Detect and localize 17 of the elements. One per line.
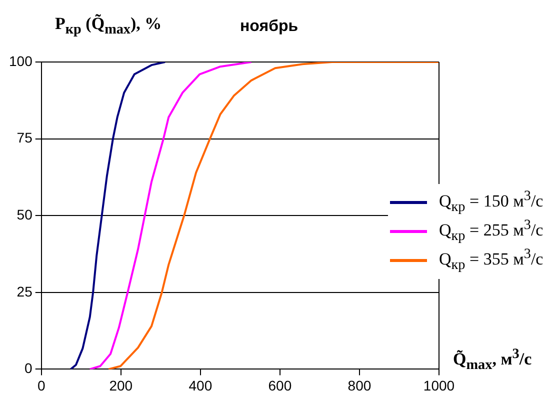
y-tick-label: 100	[9, 52, 33, 69]
x-tick-label: 800	[348, 377, 372, 394]
legend-label: Q$_{кр}$ = 355 м$^{3}$/с	[439, 246, 544, 275]
legend-label: Q$_{кр}$ = 150 м$^{3}$/с	[439, 188, 544, 217]
y-tick-label: 0	[24, 360, 33, 376]
chart-title: ноябрь	[240, 18, 298, 36]
x-tick-label: 0	[37, 377, 46, 394]
x-axis-title: Q̃$_{max}$, м$^{3}$/с	[453, 346, 532, 374]
x-tick-label: 400	[188, 377, 212, 394]
y-tick-label: 25	[16, 283, 33, 300]
x-tick-label: 600	[268, 377, 292, 394]
y-tick-label: 50	[16, 206, 33, 222]
legend-label: Q$_{кр}$ = 255 м$^{3}$/с	[439, 217, 544, 246]
x-tick-label: 1000	[423, 377, 455, 394]
y-axis-title: P$_{кр}$ (Q̃$_{max}$), %	[55, 14, 162, 38]
y-tick-label: 75	[16, 130, 33, 146]
x-tick-label: 200	[109, 377, 133, 394]
